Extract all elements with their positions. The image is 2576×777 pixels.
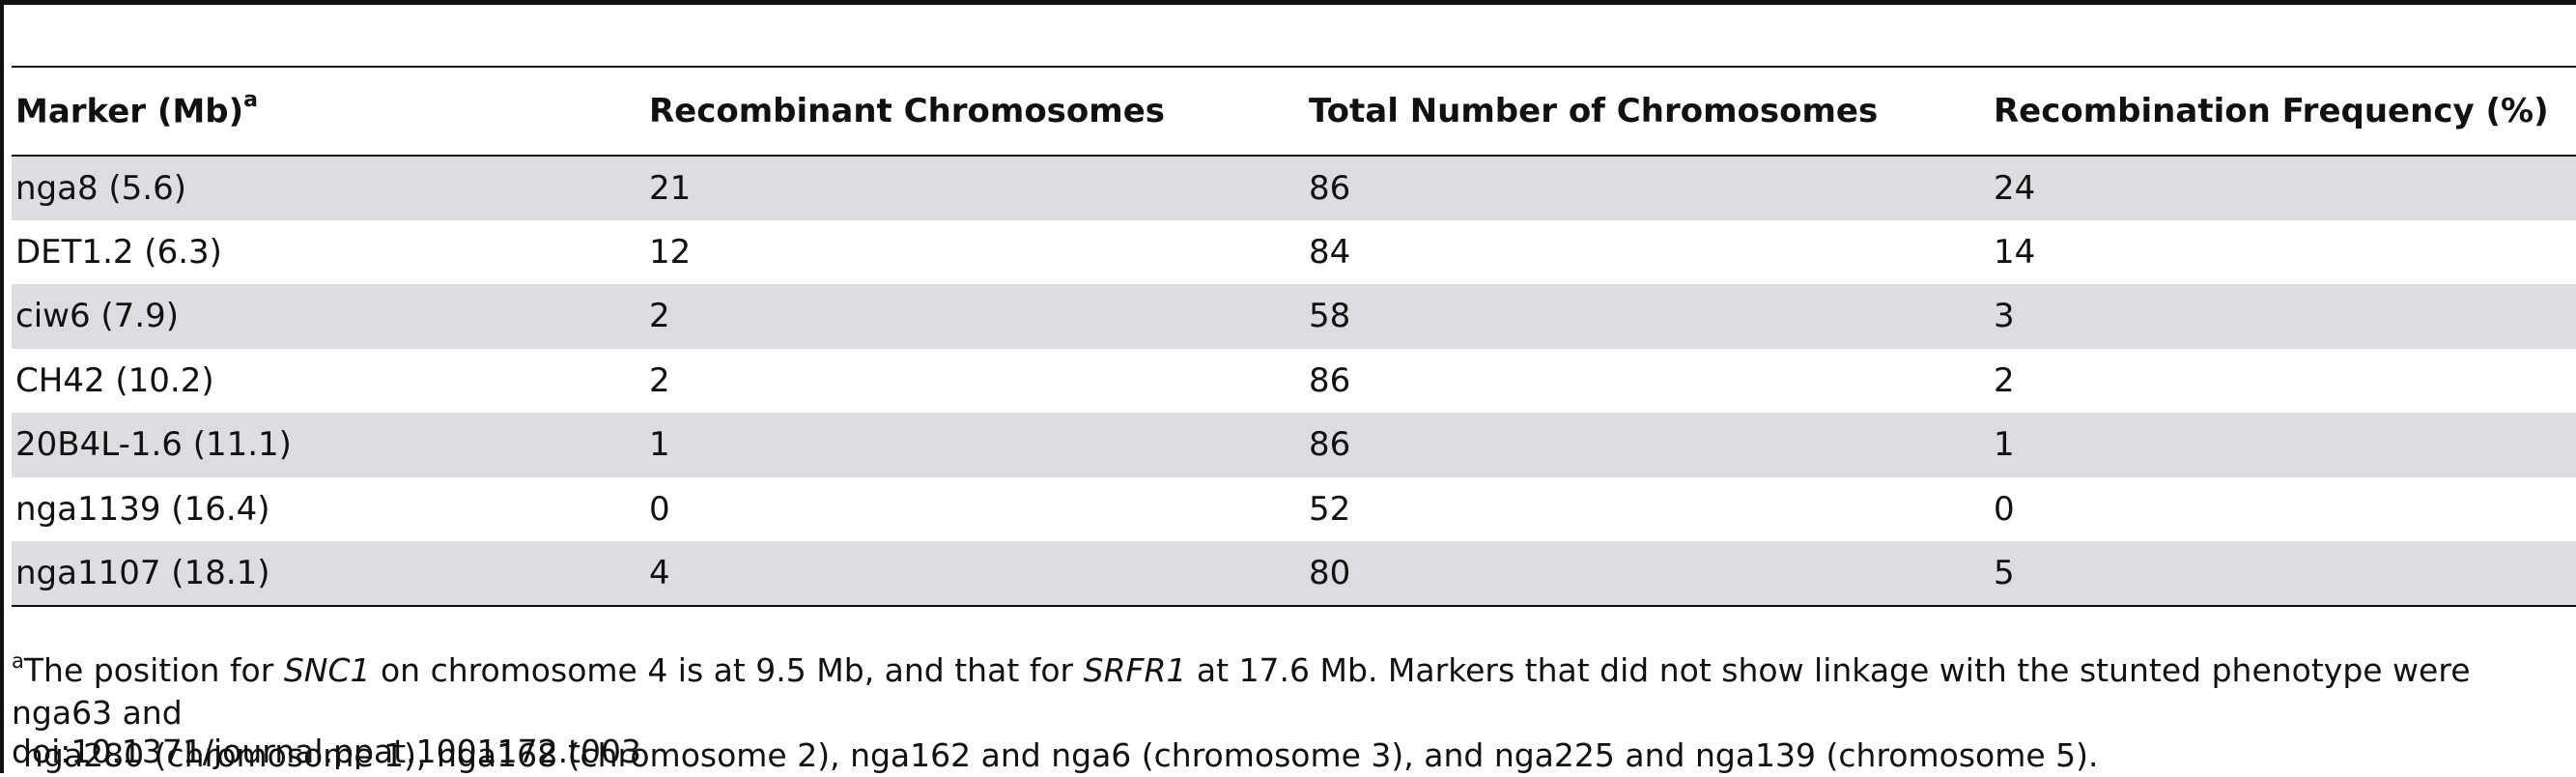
top-border-rule bbox=[0, 0, 2576, 5]
table-footnote: aThe position for SNC1 on chromosome 4 i… bbox=[12, 642, 2562, 777]
cell-total: 84 bbox=[1309, 232, 1351, 272]
footnote-text-part3: at 17.6 Mb. Markers that did not show li… bbox=[12, 651, 2471, 732]
footnote-mark: a bbox=[12, 649, 24, 673]
recombination-table: Marker (Mb)a Recombinant Chromosomes Tot… bbox=[12, 66, 2576, 607]
cell-frequency: 3 bbox=[1994, 297, 2015, 336]
header-marker: Marker (Mb)a bbox=[12, 67, 645, 156]
cell-total: 80 bbox=[1309, 553, 1351, 592]
footnote-text-part2: on chromosome 4 is at 9.5 Mb, and that f… bbox=[370, 651, 1084, 689]
cell-total: 86 bbox=[1309, 168, 1351, 208]
cell-recombinant: 0 bbox=[649, 489, 670, 529]
cell-marker: DET1.2 (6.3) bbox=[15, 232, 222, 272]
cell-total: 58 bbox=[1309, 297, 1351, 336]
table-row: nga1139 (16.4) 0 52 0 bbox=[12, 477, 2576, 542]
data-table-container: Marker (Mb)a Recombinant Chromosomes Tot… bbox=[12, 66, 2576, 607]
header-marker-label: Marker (Mb) bbox=[15, 92, 244, 131]
table-header: Marker (Mb)a Recombinant Chromosomes Tot… bbox=[12, 67, 2576, 156]
footnote-line-1: aThe position for SNC1 on chromosome 4 i… bbox=[12, 642, 2562, 734]
left-border-rule bbox=[0, 0, 4, 773]
footnote-text-part1: The position for bbox=[23, 651, 284, 689]
header-row: Marker (Mb)a Recombinant Chromosomes Tot… bbox=[12, 67, 2576, 156]
footnote-gene-srfr1: SRFR1 bbox=[1083, 651, 1187, 689]
cell-recombinant: 12 bbox=[649, 232, 692, 272]
table-row: ciw6 (7.9) 2 58 3 bbox=[12, 284, 2576, 349]
cell-recombinant: 2 bbox=[649, 297, 670, 336]
table-row: nga8 (5.6) 21 86 24 bbox=[12, 156, 2576, 220]
cell-marker: CH42 (10.2) bbox=[15, 360, 214, 400]
cell-frequency: 0 bbox=[1994, 489, 2015, 529]
cell-recombinant: 21 bbox=[649, 168, 692, 208]
cell-frequency: 2 bbox=[1994, 360, 2015, 400]
header-recombinant: Recombinant Chromosomes bbox=[649, 92, 1166, 130]
cell-frequency: 14 bbox=[1994, 232, 2036, 272]
cell-recombinant: 1 bbox=[649, 425, 670, 465]
cell-total: 86 bbox=[1309, 425, 1351, 465]
header-marker-footnote-mark: a bbox=[243, 87, 259, 112]
table-row: DET1.2 (6.3) 12 84 14 bbox=[12, 220, 2576, 285]
footnote-gene-snc1: SNC1 bbox=[283, 651, 371, 689]
cell-marker: nga1139 (16.4) bbox=[15, 489, 270, 529]
doi-text: doi:10.1371/journal.ppat.1001172.t003 bbox=[12, 733, 641, 770]
table-row: 20B4L-1.6 (11.1) 1 86 1 bbox=[12, 413, 2576, 477]
table-body: nga8 (5.6) 21 86 24 DET1.2 (6.3) 12 84 1… bbox=[12, 156, 2576, 606]
cell-frequency: 5 bbox=[1994, 553, 2015, 592]
cell-total: 86 bbox=[1309, 360, 1351, 400]
cell-marker: 20B4L-1.6 (11.1) bbox=[15, 425, 292, 465]
table-row: nga1107 (18.1) 4 80 5 bbox=[12, 541, 2576, 606]
header-frequency: Recombination Frequency (%) bbox=[1994, 92, 2549, 130]
cell-marker: ciw6 (7.9) bbox=[15, 297, 179, 336]
cell-total: 52 bbox=[1309, 489, 1351, 529]
cell-frequency: 24 bbox=[1994, 168, 2036, 208]
footnote-line-2: nga280 (chromosome 1), nga168 (chromosom… bbox=[23, 736, 2099, 774]
cell-frequency: 1 bbox=[1994, 425, 2015, 465]
cell-recombinant: 4 bbox=[649, 553, 670, 592]
cell-recombinant: 2 bbox=[649, 360, 670, 400]
cell-marker: nga1107 (18.1) bbox=[15, 553, 270, 592]
table-row: CH42 (10.2) 2 86 2 bbox=[12, 349, 2576, 414]
header-total: Total Number of Chromosomes bbox=[1309, 92, 1879, 130]
cell-marker: nga8 (5.6) bbox=[15, 168, 187, 208]
